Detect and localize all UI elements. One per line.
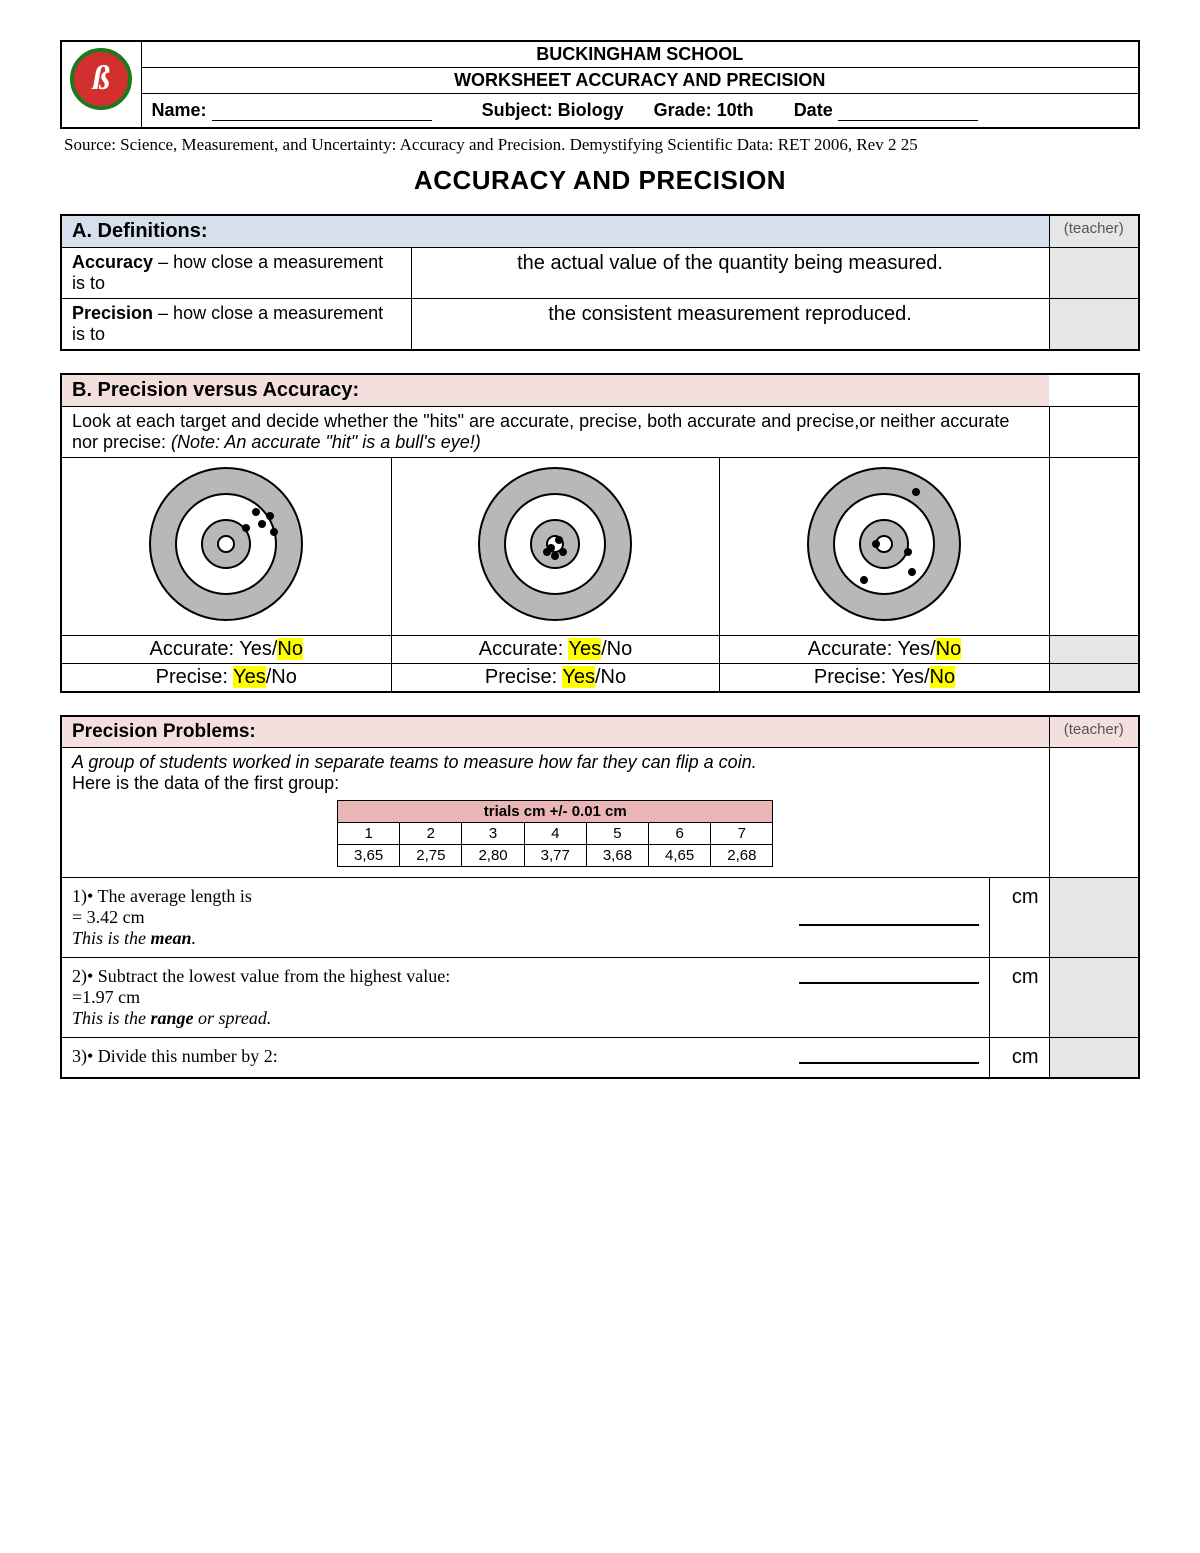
school-name: BUCKINGHAM SCHOOL <box>141 41 1139 68</box>
teacher-mark-cell[interactable] <box>1049 636 1139 664</box>
definition-precision: the consistent measurement reproduced. <box>411 299 1049 351</box>
name-label: Name: <box>152 100 207 120</box>
precise-answer-1: Precise: Yes/No <box>61 664 391 693</box>
precise-answer-2: Precise: Yes/No <box>391 664 720 693</box>
target-diagram <box>475 464 635 624</box>
intro-line-1: A group of students worked in separate t… <box>72 752 757 772</box>
page-title: ACCURACY AND PRECISION <box>60 165 1140 196</box>
term-accuracy: Accuracy <box>72 252 153 272</box>
target-cell-3 <box>720 458 1049 636</box>
unit-label: cm <box>989 1038 1049 1079</box>
accurate-answer-1: Accurate: Yes/No <box>61 636 391 664</box>
section-c-heading: Precision Problems: <box>61 716 1049 748</box>
header-fields: Name: Subject: Biology Grade: 10th Date <box>141 94 1139 129</box>
teacher-col-header-c: (teacher) <box>1049 716 1139 748</box>
section-c-table: Precision Problems: (teacher) A group of… <box>60 715 1140 1079</box>
source-citation: Source: Science, Measurement, and Uncert… <box>64 135 1140 155</box>
accurate-answer-3: Accurate: Yes/No <box>720 636 1049 664</box>
definition-row: Accuracy – how close a measurement is to… <box>61 248 1139 299</box>
trials-table: trials cm +/- 0.01 cm 1234567 3,652,752,… <box>337 800 773 867</box>
question-row: 1)• The average length is= 3.42 cmThis i… <box>61 878 1139 958</box>
target-cell-1 <box>61 458 391 636</box>
section-a-table: A. Definitions: (teacher) Accuracy – how… <box>60 214 1140 351</box>
question-row: 3)• Divide this number by 2: cm <box>61 1038 1139 1079</box>
target-cell-2 <box>391 458 720 636</box>
unit-label: cm <box>989 878 1049 958</box>
teacher-col-header: (teacher) <box>1049 215 1139 248</box>
question-text: 2)• Subtract the lowest value from the h… <box>61 958 989 1038</box>
teacher-mark-cell <box>1049 407 1139 458</box>
precise-row: Precise: Yes/No Precise: Yes/No Precise:… <box>61 664 1139 693</box>
date-label: Date <box>794 100 833 120</box>
accurate-answer-2: Accurate: Yes/No <box>391 636 720 664</box>
section-b-heading: B. Precision versus Accuracy: <box>61 374 1049 407</box>
section-b-table: B. Precision versus Accuracy: Look at ea… <box>60 373 1140 693</box>
teacher-mark-cell[interactable] <box>1049 878 1139 958</box>
precise-answer-3: Precise: Yes/No <box>720 664 1049 693</box>
worksheet-title: WORKSHEET ACCURACY AND PRECISION <box>141 68 1139 94</box>
definition-accuracy: the actual value of the quantity being m… <box>411 248 1049 299</box>
teacher-mark-cell[interactable] <box>1049 958 1139 1038</box>
header-table: ß BUCKINGHAM SCHOOL WORKSHEET ACCURACY A… <box>60 40 1140 129</box>
target-diagram <box>146 464 306 624</box>
accurate-row: Accurate: Yes/No Accurate: Yes/No Accura… <box>61 636 1139 664</box>
unit-label: cm <box>989 958 1049 1038</box>
name-input-line[interactable] <box>212 105 432 121</box>
grade-value: 10th <box>717 100 754 120</box>
teacher-mark-cell <box>1049 748 1139 878</box>
definition-row: Precision – how close a measurement is t… <box>61 299 1139 351</box>
teacher-mark-cell[interactable] <box>1049 248 1139 299</box>
logo-cell: ß <box>61 41 141 128</box>
trials-vals-row: 3,652,752,803,773,684,652,68 <box>338 845 773 867</box>
trials-header: trials cm +/- 0.01 cm <box>338 801 773 823</box>
grade-label: Grade: <box>654 100 712 120</box>
target-diagram <box>804 464 964 624</box>
school-logo-icon: ß <box>70 48 132 110</box>
subject-label: Subject: <box>482 100 553 120</box>
precision-problems-intro: A group of students worked in separate t… <box>61 748 1049 878</box>
teacher-mark-cell[interactable] <box>1049 664 1139 693</box>
instr-note: (Note: An accurate "hit" is a bull's eye… <box>171 432 481 452</box>
subject-value: Biology <box>558 100 624 120</box>
teacher-mark-cell[interactable] <box>1049 1038 1139 1079</box>
teacher-mark-cell[interactable] <box>1049 299 1139 351</box>
question-text: 3)• Divide this number by 2: <box>61 1038 989 1079</box>
question-row: 2)• Subtract the lowest value from the h… <box>61 958 1139 1038</box>
teacher-mark-cell <box>1049 458 1139 636</box>
question-text: 1)• The average length is= 3.42 cmThis i… <box>61 878 989 958</box>
trials-nums-row: 1234567 <box>338 823 773 845</box>
teacher-col-header-b <box>1049 374 1139 407</box>
section-b-instructions: Look at each target and decide whether t… <box>61 407 1049 458</box>
section-a-heading: A. Definitions: <box>61 215 1049 248</box>
intro-line-2: Here is the data of the first group: <box>72 773 339 793</box>
date-input-line[interactable] <box>838 105 978 121</box>
term-precision: Precision <box>72 303 153 323</box>
